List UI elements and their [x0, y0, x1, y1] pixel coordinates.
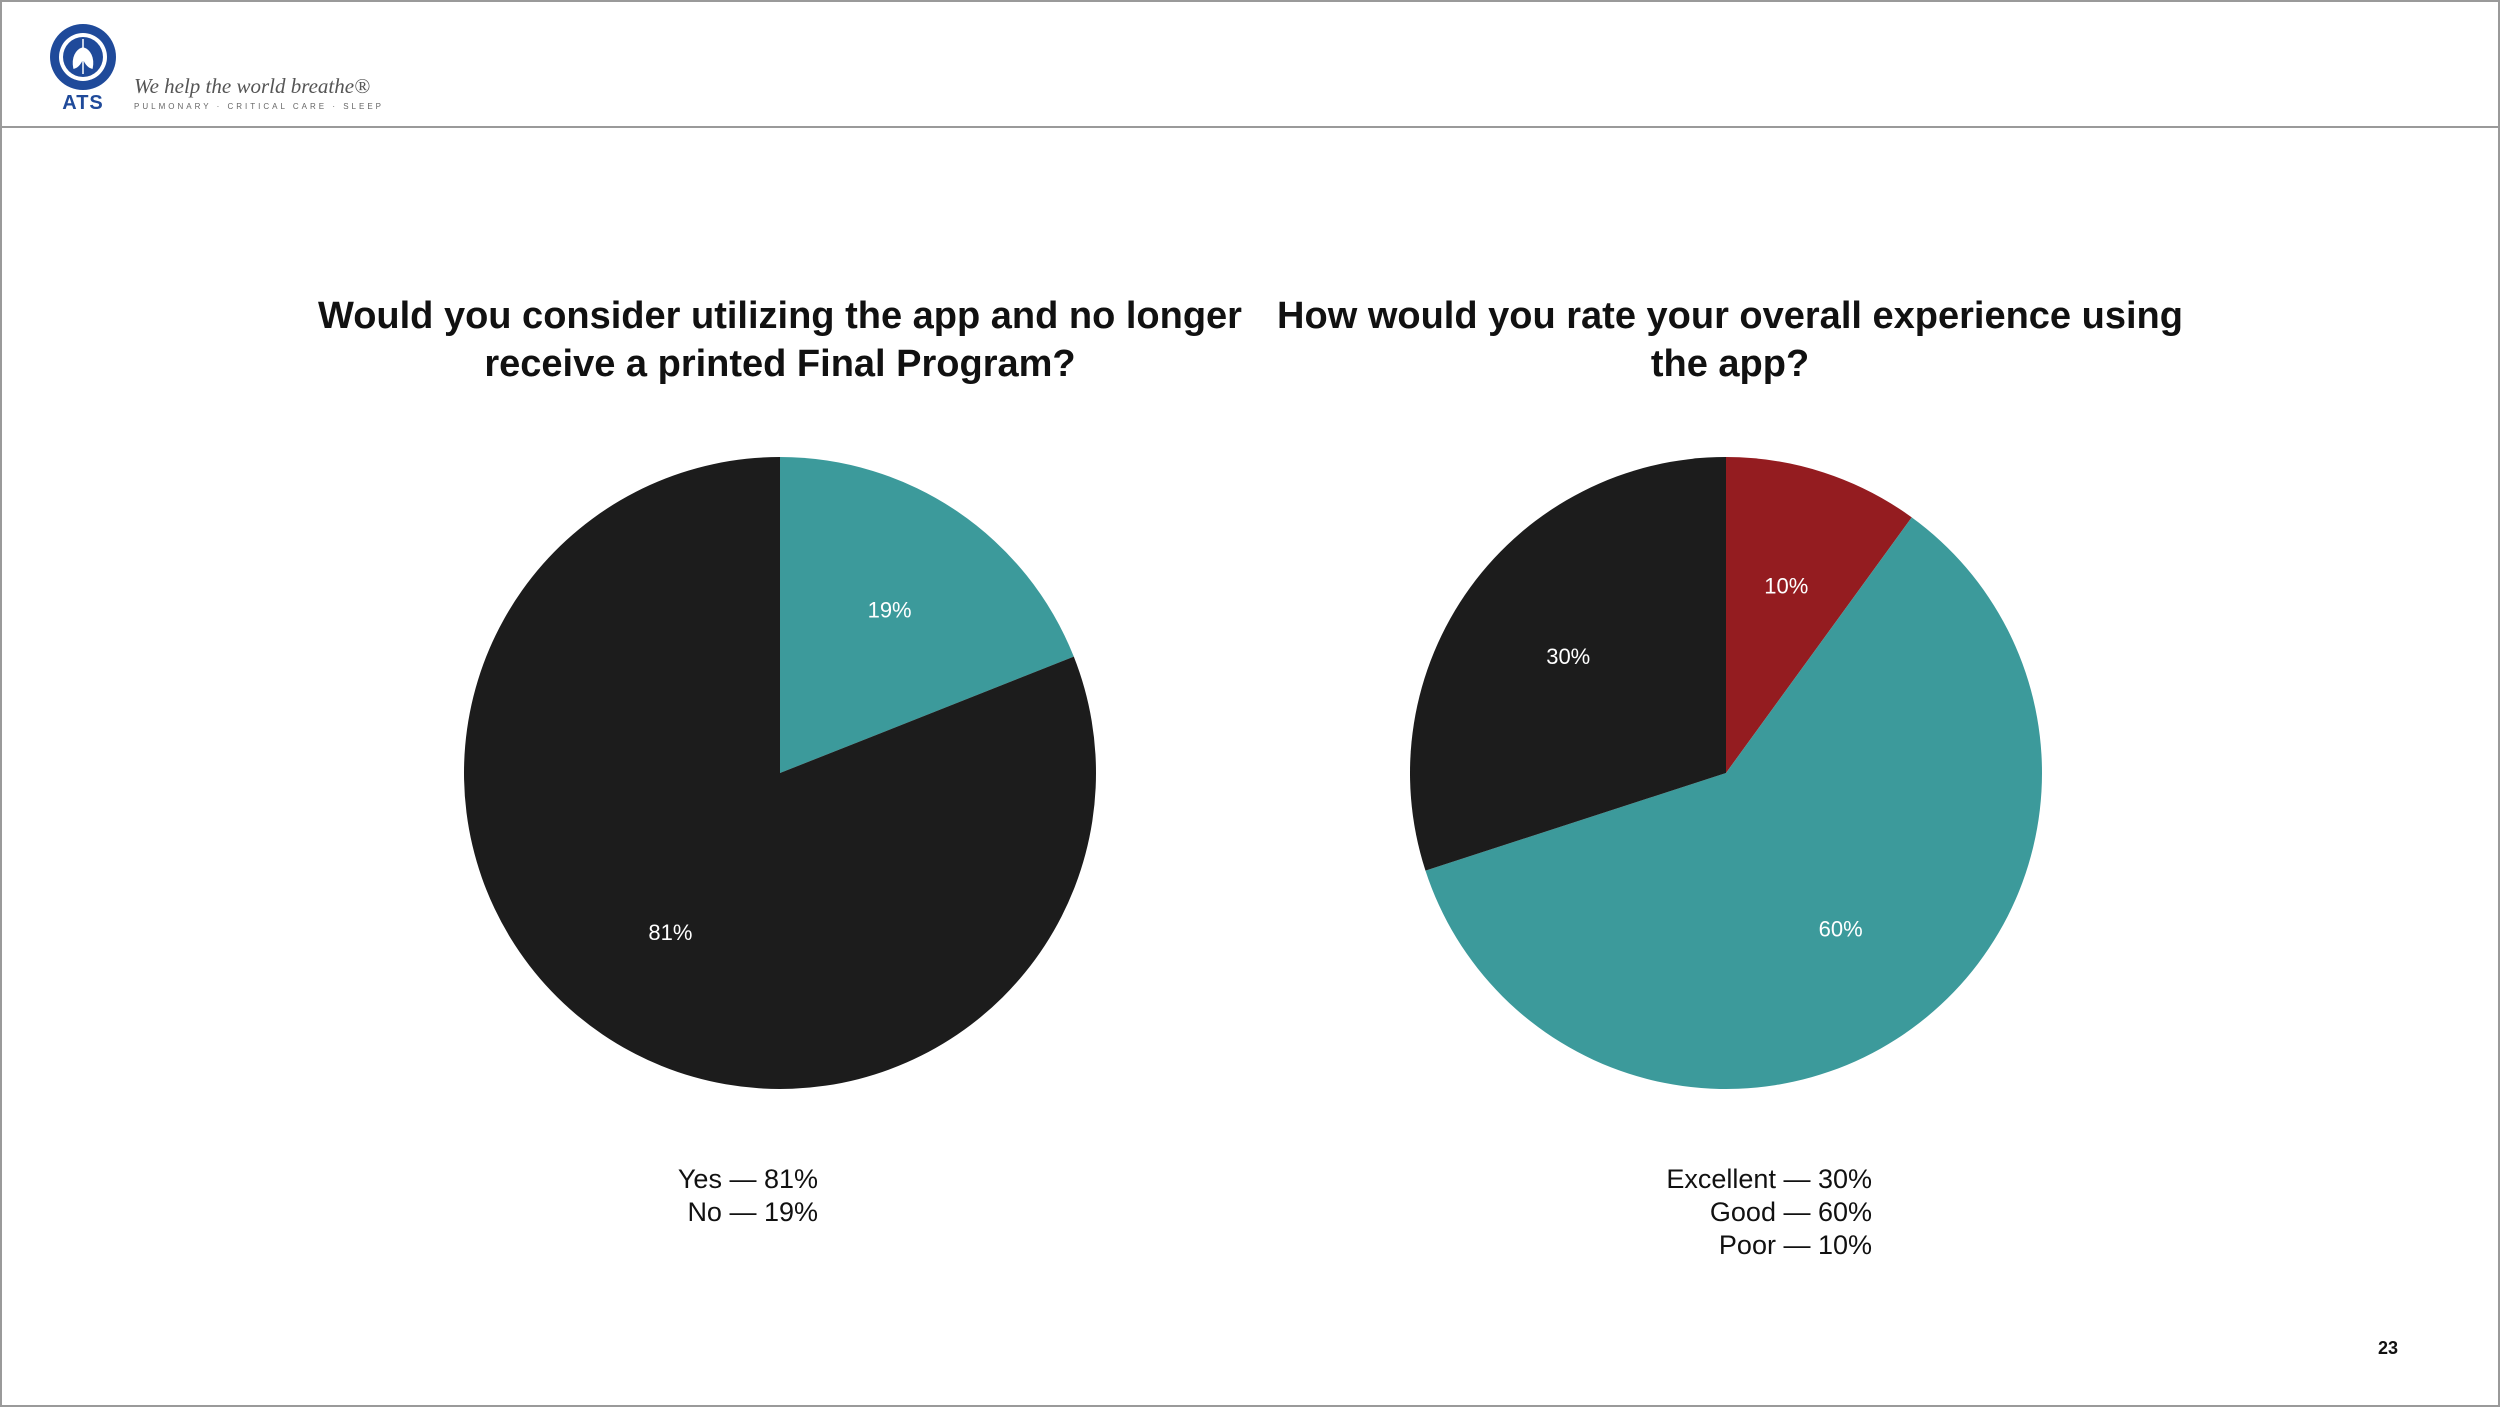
legend-item-poor: Poor — 10% — [1718, 1230, 1872, 1260]
page-number: 23 — [2377, 1338, 2398, 1358]
pie-slice-no — [780, 457, 1074, 773]
ats-logo-text: ATS — [62, 92, 104, 114]
pie-slice-yes — [464, 457, 1096, 1089]
slide-header: ATS We help the world breathe® PULMONARY… — [0, 0, 2500, 128]
ats-logo: ATS — [48, 22, 118, 114]
data-label-poor: 10% — [1764, 573, 1808, 598]
legend-item-yes: Yes — 81% — [677, 1164, 818, 1194]
pie-slice-good — [1425, 517, 2042, 1089]
subtagline: PULMONARY · CRITICAL CARE · SLEEP — [134, 102, 384, 111]
tagline: We help the world breathe® — [134, 74, 371, 98]
legend-item-excellent: Excellent — 30% — [1666, 1164, 1872, 1194]
pie-chart-experience-rating: 10% 60% 30% — [1410, 457, 2042, 1089]
legend-item-no: No — 19% — [687, 1197, 818, 1227]
data-label-good: 60% — [1819, 917, 1863, 942]
ats-seal-icon — [50, 24, 116, 90]
pie-chart-app-adoption: 19% 81% — [464, 457, 1096, 1089]
chart-title-experience-rating: How would you rate your overall experien… — [1277, 295, 2183, 385]
chart-title-app-adoption: Would you consider utilizing the app and… — [318, 295, 1242, 385]
legend-item-good: Good — 60% — [1709, 1197, 1872, 1227]
data-label-yes: 81% — [648, 920, 692, 945]
legend-experience-rating: Excellent — 30% Good — 60% Poor — 10% — [1480, 1163, 1872, 1262]
data-label-no: 19% — [868, 598, 912, 623]
pie-slice-excellent — [1410, 457, 1726, 871]
legend-app-adoption: Yes — 81% No — 19% — [600, 1163, 818, 1229]
pie-slice-poor — [1726, 457, 1912, 773]
data-label-excellent: 30% — [1546, 644, 1590, 669]
